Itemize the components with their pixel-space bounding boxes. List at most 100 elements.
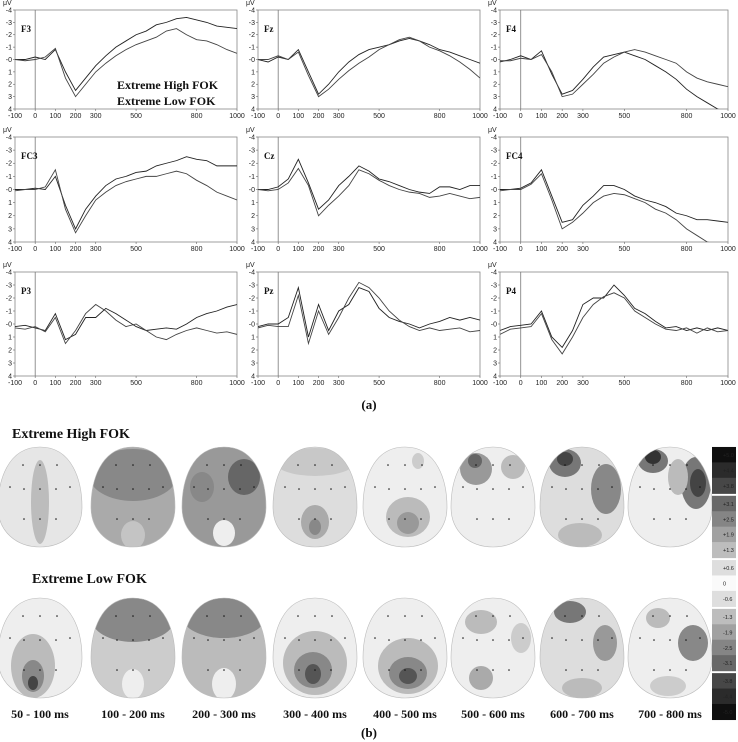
electrode (508, 669, 510, 671)
waveform (258, 36, 480, 98)
plot-frame (257, 9, 481, 110)
y-tick-label: 2 (8, 82, 12, 89)
topomap-outline (0, 597, 83, 699)
x-tick-label: 0 (276, 380, 280, 387)
x-tick-label: 0 (276, 113, 280, 120)
electrode (476, 639, 478, 641)
x-tick-label: 1000 (472, 246, 488, 253)
y-axis-label: μV (3, 0, 12, 7)
y-tick-label: 3 (8, 226, 12, 233)
time-window-label: 200 - 300 ms (192, 707, 256, 721)
x-tick-label: 800 (434, 246, 446, 253)
electrode (434, 486, 436, 488)
scale-label: +2.5 (723, 517, 734, 523)
panel-title: FC4 (506, 151, 523, 161)
plot-frame (257, 136, 481, 243)
y-tick-label: -0 (491, 321, 497, 328)
erp-panel: μV-4 -3 -2 -1 -0 1 2 3 4-100 0 100 200 300 500 800 1000… (488, 127, 736, 253)
topomap-region (28, 676, 38, 690)
panel-title: P4 (506, 286, 516, 296)
electrode (522, 486, 524, 488)
waveform (500, 292, 728, 355)
x-tick-label: 500 (619, 113, 631, 120)
electrode (132, 669, 134, 671)
topomap-region (645, 450, 661, 464)
x-tick-label: 1000 (720, 380, 736, 387)
electrode (508, 639, 510, 641)
electrode (476, 488, 478, 490)
scale-label: +1.9 (723, 533, 734, 539)
scale-label: -4.4 (723, 695, 732, 701)
electrode (102, 637, 104, 639)
electrode (492, 669, 494, 671)
x-tick-label: 200 (556, 246, 568, 253)
electrode (653, 488, 655, 490)
electrode (388, 518, 390, 520)
x-tick-label: 1000 (229, 113, 245, 120)
electrode (564, 464, 566, 466)
x-tick-label: 500 (373, 246, 385, 253)
panel-title: Cz (264, 151, 275, 161)
plot-frame (14, 136, 238, 243)
electrode (23, 488, 25, 490)
waveform (258, 285, 480, 338)
electrode (669, 639, 671, 641)
electrode (344, 637, 346, 639)
electrode (132, 639, 134, 641)
y-axis-label: μV (488, 0, 497, 7)
scale-label: +3.1 (723, 502, 734, 508)
panel-title: Fz (264, 24, 274, 34)
electrode (39, 488, 41, 490)
electrode (598, 464, 600, 466)
x-tick-label: -100 (493, 113, 507, 120)
scale-swatch (712, 560, 736, 577)
x-tick-label: 500 (619, 246, 631, 253)
y-tick-label: -2 (6, 32, 12, 39)
electrode (298, 488, 300, 490)
x-tick-label: 200 (556, 113, 568, 120)
topomap-region (412, 453, 424, 469)
x-tick-label: 100 (536, 246, 548, 253)
erp-panel: μV-4 -3 -2 -1 -0 1 2 3 4-100 0 100 200 300 500 800 1000… (246, 262, 488, 387)
topomap-outline (90, 446, 176, 548)
electrode (23, 639, 25, 641)
y-tick-label: 1 (493, 69, 497, 76)
y-tick-label: -4 (249, 7, 255, 14)
waveform (15, 304, 237, 341)
x-tick-label: 200 (70, 246, 82, 253)
x-tick-label: 800 (434, 113, 446, 120)
topomap-region (228, 459, 260, 495)
scale-swatch (712, 624, 736, 641)
time-window-label: 300 - 400 ms (283, 707, 347, 721)
scale-swatch (712, 477, 736, 494)
y-tick-label: 1 (8, 334, 12, 341)
erp-panel: μV-4 -3 -2 -1 -0 1 2 3 4-100 0 100 200 300 500 800 1000… (3, 262, 245, 387)
scale-label: -3.1 (723, 661, 732, 667)
topomap (450, 597, 536, 699)
electrode (581, 669, 583, 671)
electrode (193, 637, 195, 639)
electrode (581, 464, 583, 466)
electrode (374, 486, 376, 488)
y-tick-label: 3 (493, 360, 497, 367)
x-tick-label: 200 (70, 113, 82, 120)
row-title: Extreme Low FOK (32, 572, 147, 587)
electrode (434, 637, 436, 639)
topomap-region (305, 664, 321, 684)
electrode (565, 669, 567, 671)
x-tick-label: 1000 (229, 246, 245, 253)
y-tick-label: 4 (493, 373, 497, 380)
electrode (492, 488, 494, 490)
y-tick-label: -2 (491, 161, 497, 168)
waveform (15, 28, 237, 98)
electrode (330, 518, 332, 520)
electrode (116, 488, 118, 490)
x-tick-label: -100 (8, 246, 22, 253)
electrode (597, 488, 599, 490)
scale-swatch (712, 639, 736, 656)
x-tick-label: 0 (33, 113, 37, 120)
x-tick-label: 800 (681, 246, 693, 253)
topomap-region (501, 455, 525, 479)
topomap (539, 446, 625, 548)
electrode (116, 669, 118, 671)
